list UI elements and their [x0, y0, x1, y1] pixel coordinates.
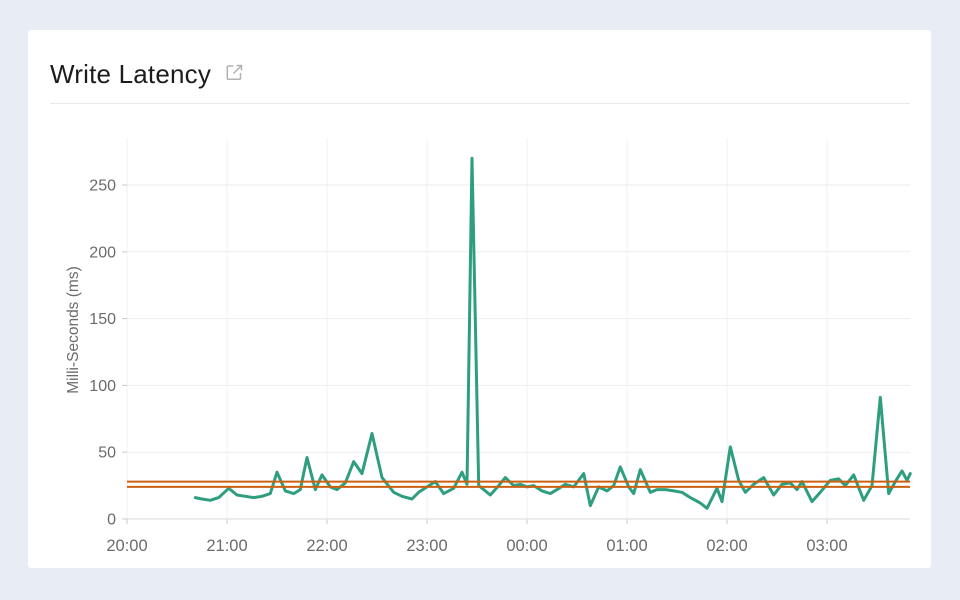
y-tick-label: 150: [89, 311, 116, 328]
y-tick-label: 50: [98, 445, 116, 462]
page-title: Write Latency: [50, 59, 212, 90]
y-axis-title: Milli-Seconds (ms): [65, 266, 82, 393]
y-tick-label: 200: [89, 244, 116, 261]
x-tick-label: 21:00: [206, 537, 247, 555]
y-tick-label: 100: [89, 378, 116, 395]
latency-line-chart: 20:00 21:00 22:00 23:00 00:00 01:00 02:00 03:00…: [65, 138, 912, 555]
x-tick-label: 00:00: [506, 537, 547, 555]
x-tick-label: 22:00: [306, 537, 347, 555]
header-divider: [50, 103, 910, 104]
y-tick-label: 0: [107, 512, 116, 529]
x-tick-label: 23:00: [406, 537, 447, 555]
latency-series-line: [193, 156, 912, 510]
card-header: Write Latency: [50, 58, 245, 92]
external-link-icon[interactable]: [224, 62, 245, 83]
x-tick-label: 02:00: [706, 537, 747, 555]
x-tick-label: 01:00: [606, 537, 647, 555]
x-tick-label: 20:00: [106, 537, 147, 555]
write-latency-card: Write Latency 20:00 21:00 22:00 23:00 00:00 0…: [28, 30, 931, 568]
x-tick-label: 03:00: [806, 537, 847, 555]
y-tick-label: 250: [89, 178, 116, 195]
